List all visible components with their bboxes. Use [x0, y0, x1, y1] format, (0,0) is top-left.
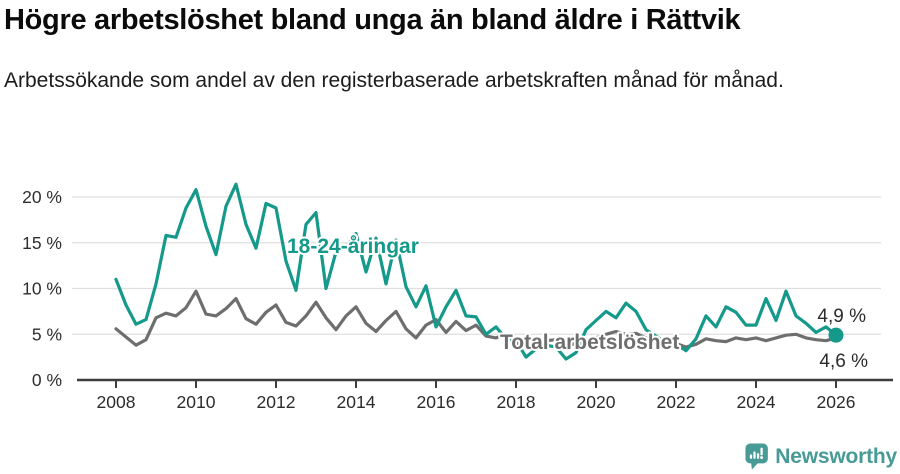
end-value-label-youth: 4,9 %: [817, 306, 866, 327]
y-axis-label: 20 %: [22, 187, 62, 207]
x-axis-label: 2010: [177, 392, 216, 412]
series-end-dot: [828, 327, 844, 343]
y-axis-label: 15 %: [22, 233, 62, 253]
brand-name: Newsworthy: [775, 444, 897, 468]
x-axis-label: 2022: [657, 392, 696, 412]
page-title: Högre arbetslöshet bland unga än bland ä…: [4, 4, 741, 36]
series-label-youth: 18-24-åringar: [287, 235, 419, 258]
series-line-18-24-ringar: [114, 182, 838, 361]
y-axis-label: 10 %: [22, 279, 62, 299]
plot-layer: 0 % 5 % 10 % 15 % 20 % 2008 2010 2012 2014 2016 20…: [22, 182, 893, 412]
x-axis-label: 2014: [337, 392, 376, 412]
series-line-total-arbetsl-shet: [114, 289, 838, 349]
x-axis-label: 2012: [257, 392, 296, 412]
x-axis-label: 2020: [577, 392, 616, 412]
series-label-total: Total arbetslöshet: [500, 331, 679, 354]
newsworthy-logo[interactable]: Newsworthy: [745, 441, 897, 472]
end-value-label-total: 4,6 %: [819, 351, 868, 372]
page-subtitle: Arbetssökande som andel av den registerb…: [4, 69, 784, 92]
x-axis-label: 2018: [497, 392, 536, 412]
x-axis-label: 2024: [737, 392, 776, 412]
x-axis-label: 2026: [817, 392, 856, 412]
x-axis-label: 2008: [97, 392, 136, 412]
y-axis-label: 0 %: [32, 370, 62, 390]
bar-chart-speech-bubble-icon: [745, 443, 768, 470]
y-axis-label: 5 %: [32, 324, 62, 344]
x-axis-label: 2016: [417, 392, 456, 412]
